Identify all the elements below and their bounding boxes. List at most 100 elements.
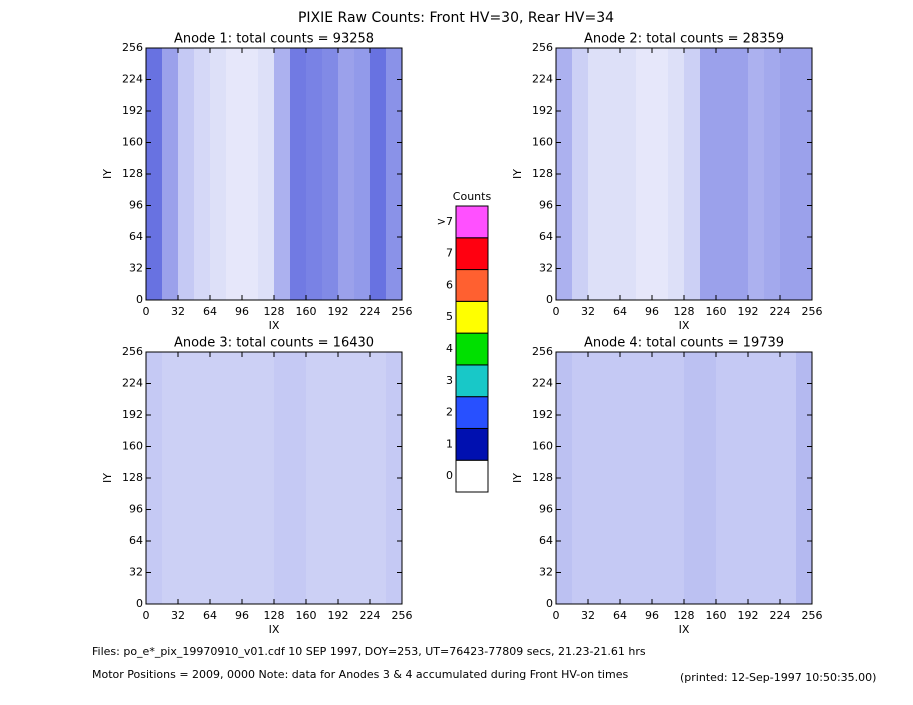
colorbar-swatch xyxy=(455,396,489,429)
y-tick-label: 192 xyxy=(122,104,143,117)
density-column xyxy=(620,48,636,300)
colorbar-label: 7 xyxy=(446,247,453,260)
y-tick-label: 160 xyxy=(532,440,553,453)
x-axis-label: IX xyxy=(679,319,690,332)
y-tick-label: 256 xyxy=(532,345,553,358)
density-column xyxy=(194,48,210,300)
colorbar-swatch xyxy=(455,427,489,461)
density-column xyxy=(620,352,636,604)
panel-title: Anode 3: total counts = 16430 xyxy=(174,336,374,351)
density-column xyxy=(700,352,716,604)
footer-motor: Motor Positions = 2009, 0000 Note: data … xyxy=(92,668,628,681)
colorbar-label: 4 xyxy=(446,342,453,355)
density-column xyxy=(322,48,338,300)
density-column xyxy=(258,48,274,300)
footer-files: Files: po_e*_pix_19970910_v01.cdf 10 SEP… xyxy=(92,645,646,658)
x-tick-label: 256 xyxy=(802,609,823,622)
y-tick-label: 32 xyxy=(129,262,143,275)
density-column xyxy=(370,48,386,300)
y-tick-label: 256 xyxy=(532,41,553,54)
x-tick-label: 160 xyxy=(706,305,727,318)
density-column xyxy=(684,352,700,604)
x-tick-label: 256 xyxy=(802,305,823,318)
colorbar-label: 6 xyxy=(446,278,453,291)
y-tick-label: 256 xyxy=(122,345,143,358)
x-tick-label: 64 xyxy=(203,305,217,318)
density-column xyxy=(732,48,748,300)
density-column xyxy=(588,48,604,300)
density-column xyxy=(210,48,226,300)
colorbar-label: >7 xyxy=(437,215,453,228)
x-tick-label: 96 xyxy=(645,609,659,622)
x-tick-label: 0 xyxy=(143,305,150,318)
x-tick-label: 224 xyxy=(360,305,381,318)
y-axis-label: IY xyxy=(101,169,114,179)
colorbar-label: 1 xyxy=(446,437,453,450)
y-tick-label: 160 xyxy=(122,136,143,149)
x-tick-label: 0 xyxy=(143,609,150,622)
density-column xyxy=(780,48,796,300)
y-tick-label: 224 xyxy=(532,73,553,86)
density-column xyxy=(290,48,306,300)
density-column xyxy=(290,352,306,604)
x-tick-label: 192 xyxy=(328,609,349,622)
x-tick-label: 224 xyxy=(770,609,791,622)
density-column xyxy=(636,48,652,300)
y-axis-label: IY xyxy=(511,473,524,483)
x-tick-label: 0 xyxy=(553,609,560,622)
density-column xyxy=(306,48,322,300)
density-column xyxy=(306,352,322,604)
density-column xyxy=(748,48,764,300)
colorbar-swatch xyxy=(455,364,489,398)
y-tick-label: 128 xyxy=(532,167,553,180)
x-tick-label: 32 xyxy=(581,609,595,622)
x-tick-label: 96 xyxy=(645,305,659,318)
density-column xyxy=(716,48,732,300)
y-tick-label: 224 xyxy=(122,73,143,86)
density-column xyxy=(668,352,684,604)
density-column xyxy=(226,352,242,604)
density-column xyxy=(636,352,652,604)
density-column xyxy=(764,352,780,604)
density-column xyxy=(274,48,290,300)
density-column xyxy=(274,352,290,604)
density-column xyxy=(732,352,748,604)
x-tick-label: 128 xyxy=(674,609,695,622)
density-column xyxy=(194,352,210,604)
colorbar-swatch xyxy=(455,205,489,239)
x-tick-label: 224 xyxy=(360,609,381,622)
x-tick-label: 192 xyxy=(328,305,349,318)
y-tick-label: 32 xyxy=(539,566,553,579)
density-column xyxy=(226,48,242,300)
density-column xyxy=(780,352,796,604)
colorbar-swatch xyxy=(455,332,489,366)
y-tick-label: 0 xyxy=(546,597,553,610)
x-tick-label: 192 xyxy=(738,609,759,622)
x-tick-label: 32 xyxy=(171,609,185,622)
y-tick-label: 160 xyxy=(122,440,143,453)
colorbar-title: Counts xyxy=(453,190,492,203)
density-column xyxy=(716,352,732,604)
density-column xyxy=(162,352,178,604)
colorbar-swatch xyxy=(455,237,489,271)
x-tick-label: 160 xyxy=(706,609,727,622)
density-column xyxy=(370,352,386,604)
x-tick-label: 64 xyxy=(203,609,217,622)
density-column xyxy=(210,352,226,604)
density-column xyxy=(572,352,588,604)
x-tick-label: 0 xyxy=(553,305,560,318)
colorbar-swatch xyxy=(455,300,489,334)
x-tick-label: 128 xyxy=(264,305,285,318)
y-tick-label: 32 xyxy=(129,566,143,579)
y-tick-label: 0 xyxy=(546,293,553,306)
colorbar-label: 3 xyxy=(446,374,453,387)
y-tick-label: 64 xyxy=(129,230,143,243)
y-tick-label: 192 xyxy=(532,104,553,117)
y-tick-label: 224 xyxy=(122,377,143,390)
y-tick-label: 192 xyxy=(532,408,553,421)
x-tick-label: 192 xyxy=(738,305,759,318)
y-tick-label: 224 xyxy=(532,377,553,390)
panel-title: Anode 1: total counts = 93258 xyxy=(174,32,374,47)
density-column xyxy=(652,352,668,604)
